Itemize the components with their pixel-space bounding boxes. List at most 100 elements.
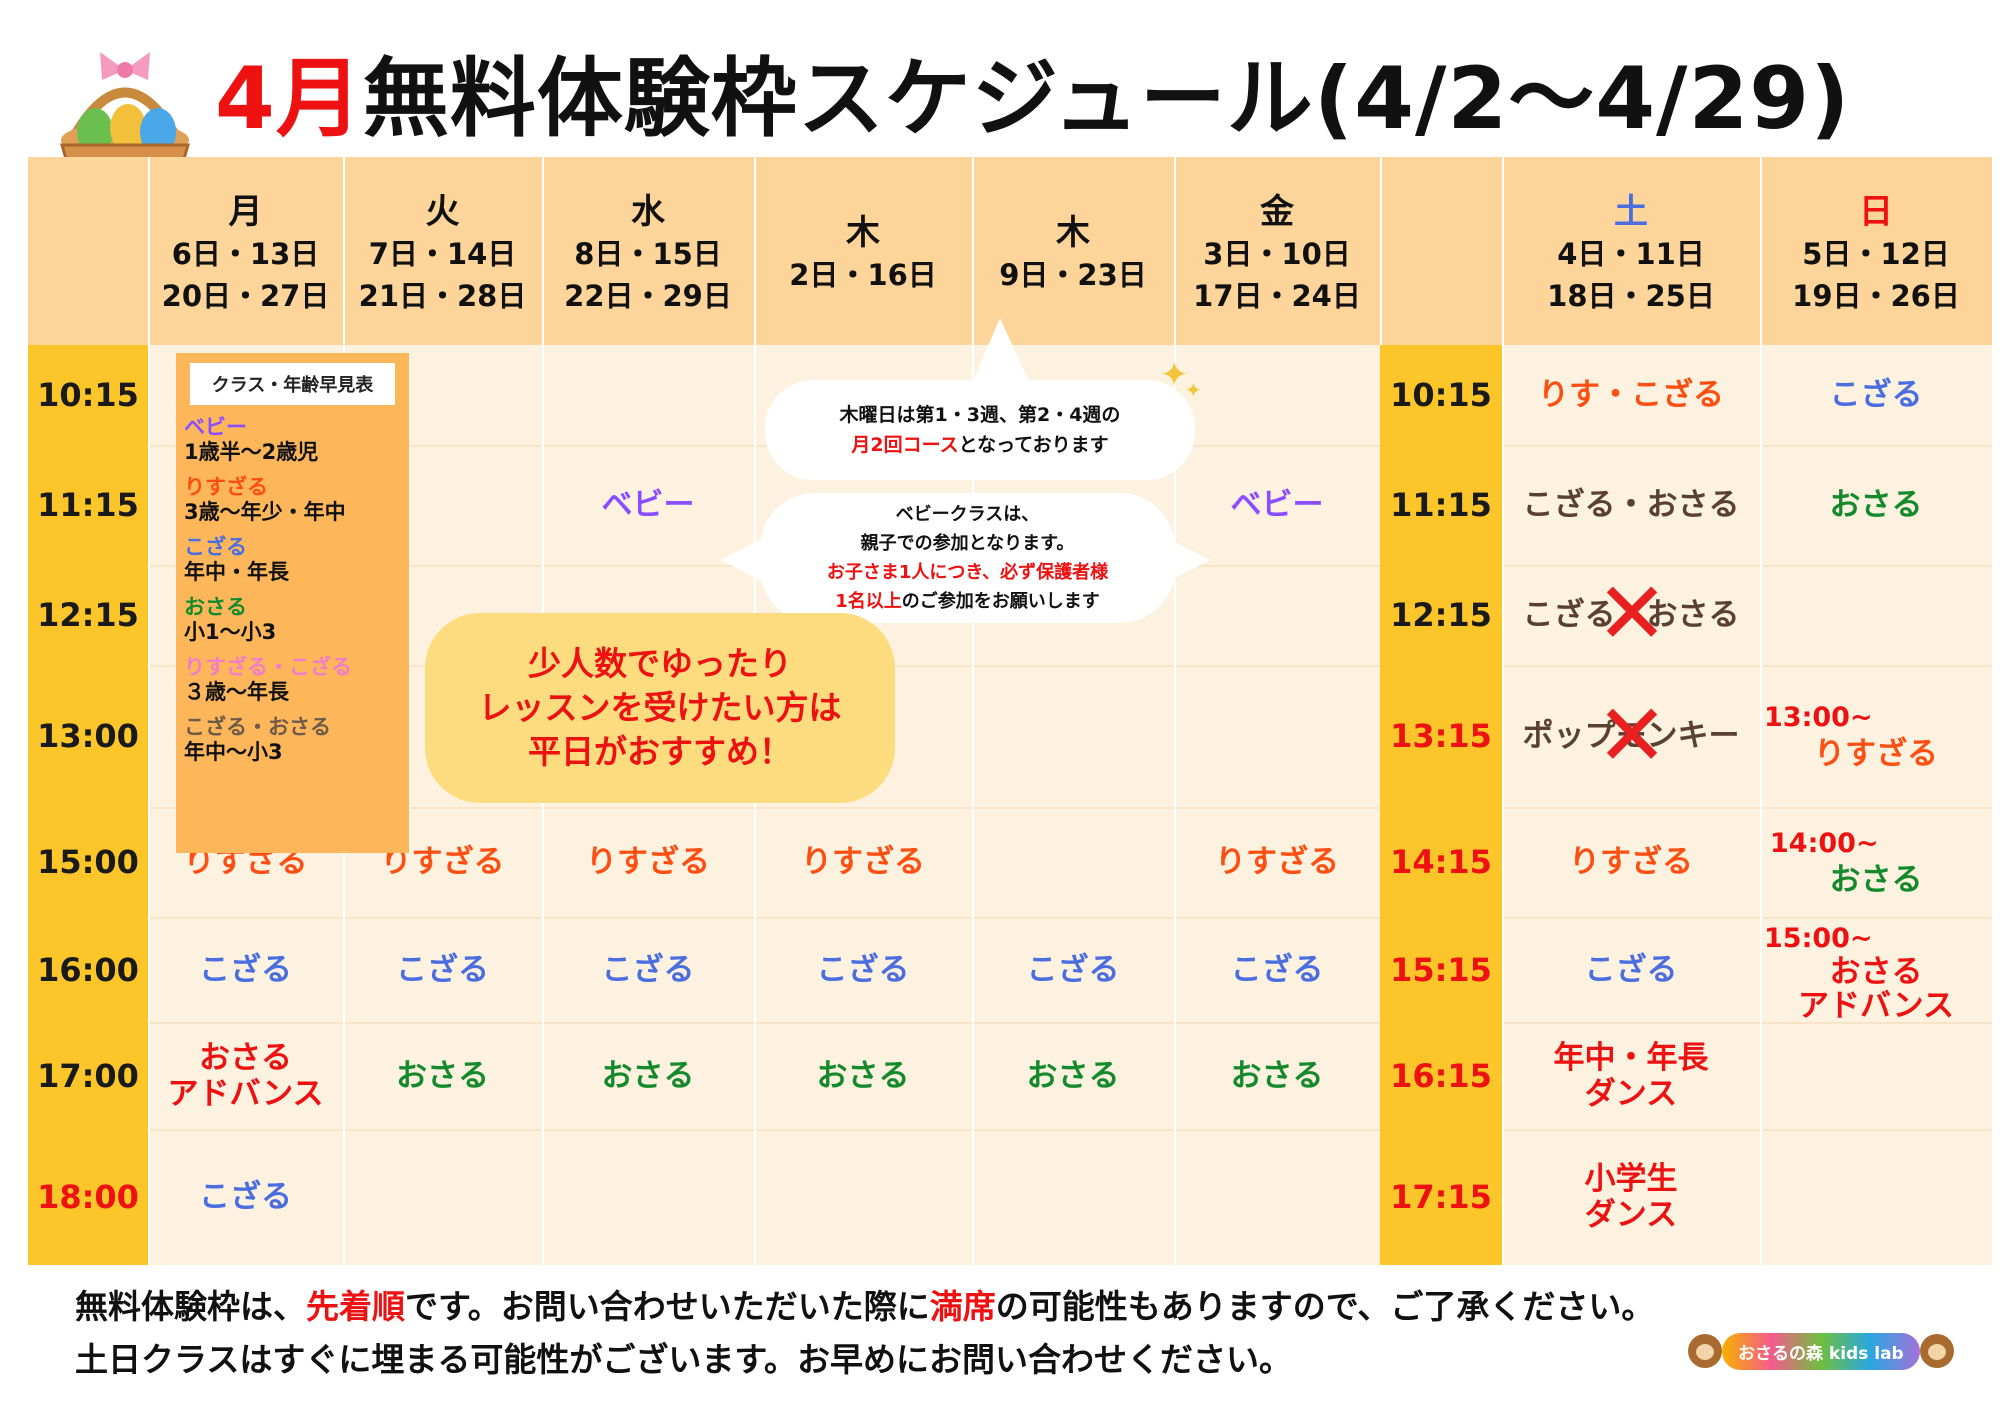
class-name: りすざる <box>1814 736 1938 772</box>
age-chart-item: こざる 年中・年長 <box>184 535 401 585</box>
full-x-icon: ✕ <box>1596 564 1669 664</box>
time-label: 12:15 <box>28 565 148 665</box>
dates-label: 8日・15日 <box>574 237 722 271</box>
header-tuesday: 火 7日・14日 21日・28日 <box>343 179 542 329</box>
start-time: 15:00~ <box>1764 923 1873 954</box>
footer-text: です。お問い合わせいただいた際に <box>405 1287 930 1326</box>
time-label: 11:15 <box>1380 445 1502 565</box>
baby-note-line2: 親子での参加となります。 <box>860 533 1075 554</box>
time-label: 14:15 <box>1380 807 1502 917</box>
sat-class: りすざる <box>1569 844 1693 880</box>
header-sunday: 日 5日・12日 19日・26日 <box>1760 179 1992 329</box>
age-chart-item: こざる・おさる 年中〜小3 <box>184 715 401 765</box>
age-range: 3歳〜年少・年中 <box>184 500 346 524</box>
note-highlight: 1名以上 <box>835 591 902 612</box>
row-divider <box>28 807 1992 809</box>
sun-class: こざる <box>1829 377 1923 413</box>
thursday-note-line2: 月2回コースとなっております <box>851 430 1108 460</box>
header-friday: 金 3日・10日 17日・24日 <box>1174 179 1380 329</box>
dates-label: 21日・28日 <box>358 279 527 313</box>
day-label: 日 <box>1859 192 1893 232</box>
age-range: 年中〜小3 <box>184 740 283 764</box>
full-x-icon: ✕ <box>1596 686 1669 786</box>
day-label: 木 <box>846 213 880 253</box>
time-label: 13:15 <box>1380 665 1502 807</box>
time-label: 18:00 <box>28 1129 148 1265</box>
time-label: 11:15 <box>28 445 148 565</box>
age-class-name: ベビー <box>184 415 247 439</box>
age-chart-title: クラス・年齢早見表 <box>190 363 395 405</box>
age-chart-item: おさる 小1〜小3 <box>184 595 401 645</box>
note-highlight: 月2回コース <box>851 434 959 456</box>
dates-label: 20日・27日 <box>161 279 330 313</box>
class-name: おさる <box>199 1039 292 1076</box>
class-name: おさる <box>1829 954 1923 990</box>
dates-label: 6日・13日 <box>171 237 320 271</box>
col-divider <box>148 157 150 1265</box>
time-label: 15:15 <box>1380 917 1502 1022</box>
day-label: 木 <box>1056 213 1090 253</box>
promo-line: 平日がおすすめ！ <box>528 732 792 771</box>
sat-class-full: こざる・おさる <box>1522 597 1740 633</box>
footer-line-2: 土日クラスはすぐに埋まる可能性がございます。お早めにお問い合わせください。 <box>75 1340 1293 1379</box>
time-label: 10:15 <box>28 345 148 445</box>
class-name: おさる <box>1829 862 1923 898</box>
class-baby: ベビー <box>1230 487 1324 523</box>
class-osaru: おさる <box>1230 1057 1324 1094</box>
footer-highlight: 満席 <box>929 1287 996 1326</box>
time-label: 17:00 <box>28 1022 148 1129</box>
age-chart-item: りすざる・こざる ３歳〜年長 <box>184 655 401 705</box>
class-name: アドバンス <box>1798 988 1954 1024</box>
age-range: 1歳半〜2歳児 <box>184 440 319 464</box>
dates-label: 19日・26日 <box>1792 279 1960 313</box>
age-range: ３歳〜年長 <box>184 680 289 704</box>
note-text: となっております <box>958 434 1109 456</box>
sat-class-dance: 年中・年長 ダンス <box>1502 1022 1760 1129</box>
class-risuzaru: りすざる <box>586 844 710 880</box>
class-kozaru: こざる <box>1230 951 1324 988</box>
age-class-name: こざる <box>184 535 247 559</box>
age-range: 小1〜小3 <box>184 620 277 644</box>
time-label: 16:00 <box>28 917 148 1022</box>
class-osaru-advance: おさる アドバンス <box>148 1022 343 1129</box>
dates-label: 9日・23日 <box>999 258 1147 292</box>
age-class-name: りすざる <box>184 475 268 499</box>
sun-class: おさる <box>1829 487 1923 523</box>
age-chart-item: りすざる 3歳〜年少・年中 <box>184 475 401 525</box>
dates-label: 2日・16日 <box>789 258 937 292</box>
col-divider <box>972 157 974 1265</box>
row-divider <box>28 917 1992 919</box>
class-kozaru: こざる <box>1026 951 1120 988</box>
class-osaru: おさる <box>601 1057 695 1094</box>
class-osaru: おさる <box>1026 1057 1120 1094</box>
sat-class-full: ポップモンキー <box>1522 718 1740 754</box>
age-chart-item: ベビー 1歳半〜2歳児 <box>184 415 401 465</box>
monkey-icon <box>1688 1334 1722 1368</box>
time-label: 16:15 <box>1380 1022 1502 1129</box>
time-label: 15:00 <box>28 807 148 917</box>
dates-label: 3日・10日 <box>1203 237 1351 271</box>
time-label: 13:00 <box>28 665 148 807</box>
sun-class: 14:00~ おさる <box>1760 807 1992 917</box>
class-risuzaru: りすざる <box>1215 844 1339 880</box>
col-divider <box>1174 157 1176 1265</box>
header-wednesday: 水 8日・15日 22日・29日 <box>542 179 754 329</box>
time-label: 10:15 <box>1380 345 1502 445</box>
logo-text: おさるの森 kids lab <box>1722 1332 1920 1370</box>
header-monday: 月 6日・13日 20日・27日 <box>148 179 343 329</box>
sparkle-icon: ✦ <box>1160 355 1189 395</box>
class-osaru: おさる <box>816 1057 910 1094</box>
day-label: 金 <box>1260 192 1294 232</box>
class-name: 年中・年長 <box>1553 1039 1709 1076</box>
class-baby: ベビー <box>601 487 695 523</box>
class-kozaru: こざる <box>199 1179 292 1215</box>
header-row <box>28 157 1992 345</box>
class-name: ダンス <box>1584 1197 1678 1233</box>
title-text: 無料体験枠スケジュール(4/2〜4/29) <box>362 48 1851 149</box>
sat-class: こざる <box>1584 951 1678 988</box>
promo-line: 少人数でゆったり <box>528 644 792 683</box>
baby-note-line3: お子さま1人につき、必ず保護者様 <box>826 562 1109 583</box>
start-time: 13:00~ <box>1764 702 1873 733</box>
sat-class: りす・こざる <box>1538 377 1724 413</box>
note-text: のご参加をお願いします <box>901 591 1100 612</box>
